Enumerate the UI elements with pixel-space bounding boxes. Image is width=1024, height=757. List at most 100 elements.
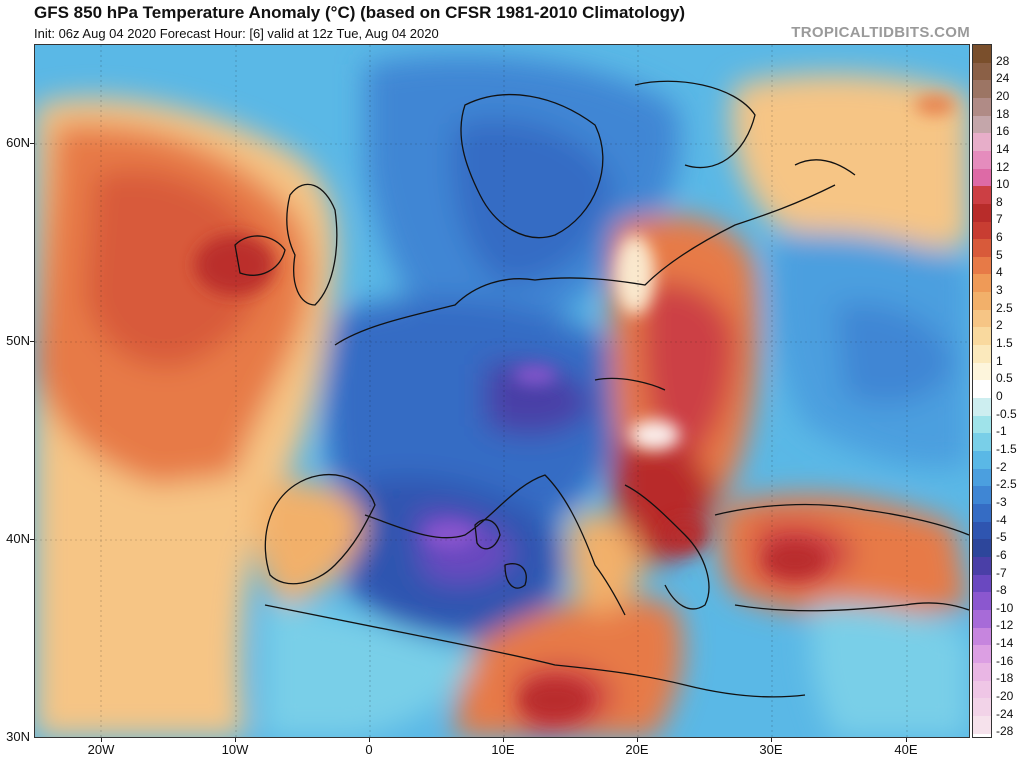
- colorbar-level-label: -18: [996, 671, 1014, 686]
- colorbar-level-label: 18: [996, 106, 1010, 121]
- colorbar-swatch: [973, 45, 991, 64]
- colorbar-level-label: 4: [996, 265, 1003, 280]
- colorbar-swatch: [973, 609, 991, 629]
- colorbar-level-label: -2.5: [996, 477, 1017, 492]
- colorbar-level-label: -2: [996, 459, 1007, 474]
- colorbar-level-label: -10: [996, 600, 1014, 615]
- colorbar-level-label: -20: [996, 689, 1014, 704]
- colorbar-level-label: 2: [996, 318, 1003, 333]
- colorbar-swatch: [973, 380, 991, 400]
- colorbar-swatch: [973, 115, 991, 135]
- colorbar-level-label: -8: [996, 583, 1007, 598]
- colorbar-level-label: -3: [996, 494, 1007, 509]
- colorbar-swatch: [973, 574, 991, 594]
- lat-label-40n: 40N: [6, 531, 30, 546]
- colorbar-swatch: [973, 503, 991, 523]
- colorbar-swatch: [973, 468, 991, 488]
- colorbar-level-label: 16: [996, 124, 1010, 139]
- colorbar-level-label: 24: [996, 71, 1010, 86]
- lon-label-20e: 20E: [625, 742, 649, 757]
- chart-title: GFS 850 hPa Temperature Anomaly (°C) (ba…: [34, 3, 686, 22]
- colorbar-level-label: 6: [996, 230, 1003, 245]
- colorbar-legend: [972, 44, 992, 738]
- colorbar-swatch: [973, 521, 991, 541]
- lon-tick: [503, 738, 504, 742]
- colorbar-swatch: [973, 556, 991, 576]
- colorbar-swatch: [973, 645, 991, 664]
- colorbar-level-label: 12: [996, 159, 1010, 174]
- lon-tick: [637, 738, 638, 742]
- lat-label-60n: 60N: [6, 135, 30, 150]
- colorbar-swatch: [973, 539, 991, 558]
- colorbar-swatch: [973, 309, 991, 329]
- lat-label-30n: 30N: [6, 729, 30, 744]
- colorbar-swatch: [973, 292, 991, 311]
- colorbar-level-label: 10: [996, 177, 1010, 192]
- colorbar-swatch: [973, 133, 991, 152]
- colorbar-level-label: 8: [996, 194, 1003, 209]
- colorbar-level-label: -1: [996, 424, 1007, 439]
- lon-label-10w: 10W: [221, 742, 249, 757]
- colorbar-swatch: [973, 698, 991, 717]
- colorbar-level-label: -12: [996, 618, 1014, 633]
- colorbar-level-label: 2.5: [996, 300, 1013, 315]
- colorbar-swatch: [973, 627, 991, 647]
- colorbar-swatch: [973, 715, 991, 735]
- colorbar-level-label: 7: [996, 212, 1003, 227]
- colorbar-level-label: -5: [996, 530, 1007, 545]
- colorbar-level-label: 20: [996, 88, 1010, 103]
- colorbar-level-label: 1.5: [996, 336, 1013, 351]
- colorbar-swatch: [973, 97, 991, 117]
- colorbar-level-label: -24: [996, 706, 1014, 721]
- colorbar-swatch: [973, 203, 991, 223]
- colorbar-swatch: [973, 362, 991, 382]
- lat-tick: [30, 539, 34, 540]
- lat-tick: [30, 341, 34, 342]
- colorbar-level-label: 0.5: [996, 371, 1013, 386]
- lon-tick: [906, 738, 907, 742]
- lon-label-10e: 10E: [491, 742, 515, 757]
- colorbar-swatch: [973, 680, 991, 700]
- forecast-subtitle: Init: 06z Aug 04 2020 Forecast Hour: [6]…: [34, 26, 439, 41]
- colorbar-level-label: 28: [996, 53, 1010, 68]
- colorbar-level-label: 1: [996, 353, 1003, 368]
- colorbar-swatch: [973, 62, 991, 82]
- colorbar-level-label: -4: [996, 512, 1007, 527]
- lon-label-20w: 20W: [87, 742, 115, 757]
- lon-label-0: 0: [365, 742, 373, 757]
- colorbar-level-label: -28: [996, 724, 1014, 739]
- colorbar-swatch: [973, 80, 991, 99]
- lon-label-30e: 30E: [759, 742, 783, 757]
- colorbar-swatch: [973, 398, 991, 417]
- colorbar-swatch: [973, 327, 991, 347]
- brand-watermark[interactable]: TROPICALTIDBITS.COM: [791, 24, 970, 41]
- colorbar-swatch: [973, 256, 991, 276]
- lon-tick: [771, 738, 772, 742]
- colorbar-swatch: [973, 274, 991, 294]
- lon-tick: [101, 738, 102, 742]
- colorbar-level-label: -7: [996, 565, 1007, 580]
- lon-label-40e: 40E: [894, 742, 918, 757]
- colorbar-swatch: [973, 451, 991, 470]
- colorbar-swatch: [973, 186, 991, 205]
- lon-tick: [369, 738, 370, 742]
- colorbar-level-label: -6: [996, 547, 1007, 562]
- colorbar-level-label: 14: [996, 141, 1010, 156]
- colorbar-swatch: [973, 486, 991, 505]
- colorbar-level-label: -0.5: [996, 406, 1017, 421]
- anomaly-map: [34, 44, 970, 738]
- colorbar-level-label: -14: [996, 636, 1014, 651]
- colorbar-swatch: [973, 221, 991, 241]
- lat-label-50n: 50N: [6, 333, 30, 348]
- anomaly-map-graphic: [35, 45, 969, 737]
- colorbar-swatch: [973, 345, 991, 364]
- colorbar-level-label: 5: [996, 247, 1003, 262]
- colorbar-swatch: [973, 150, 991, 170]
- lon-tick: [235, 738, 236, 742]
- colorbar-swatch: [973, 415, 991, 435]
- colorbar-swatch: [973, 662, 991, 682]
- colorbar-swatch: [973, 433, 991, 452]
- lat-tick: [30, 143, 34, 144]
- colorbar-swatch: [973, 239, 991, 258]
- colorbar-level-label: -16: [996, 653, 1014, 668]
